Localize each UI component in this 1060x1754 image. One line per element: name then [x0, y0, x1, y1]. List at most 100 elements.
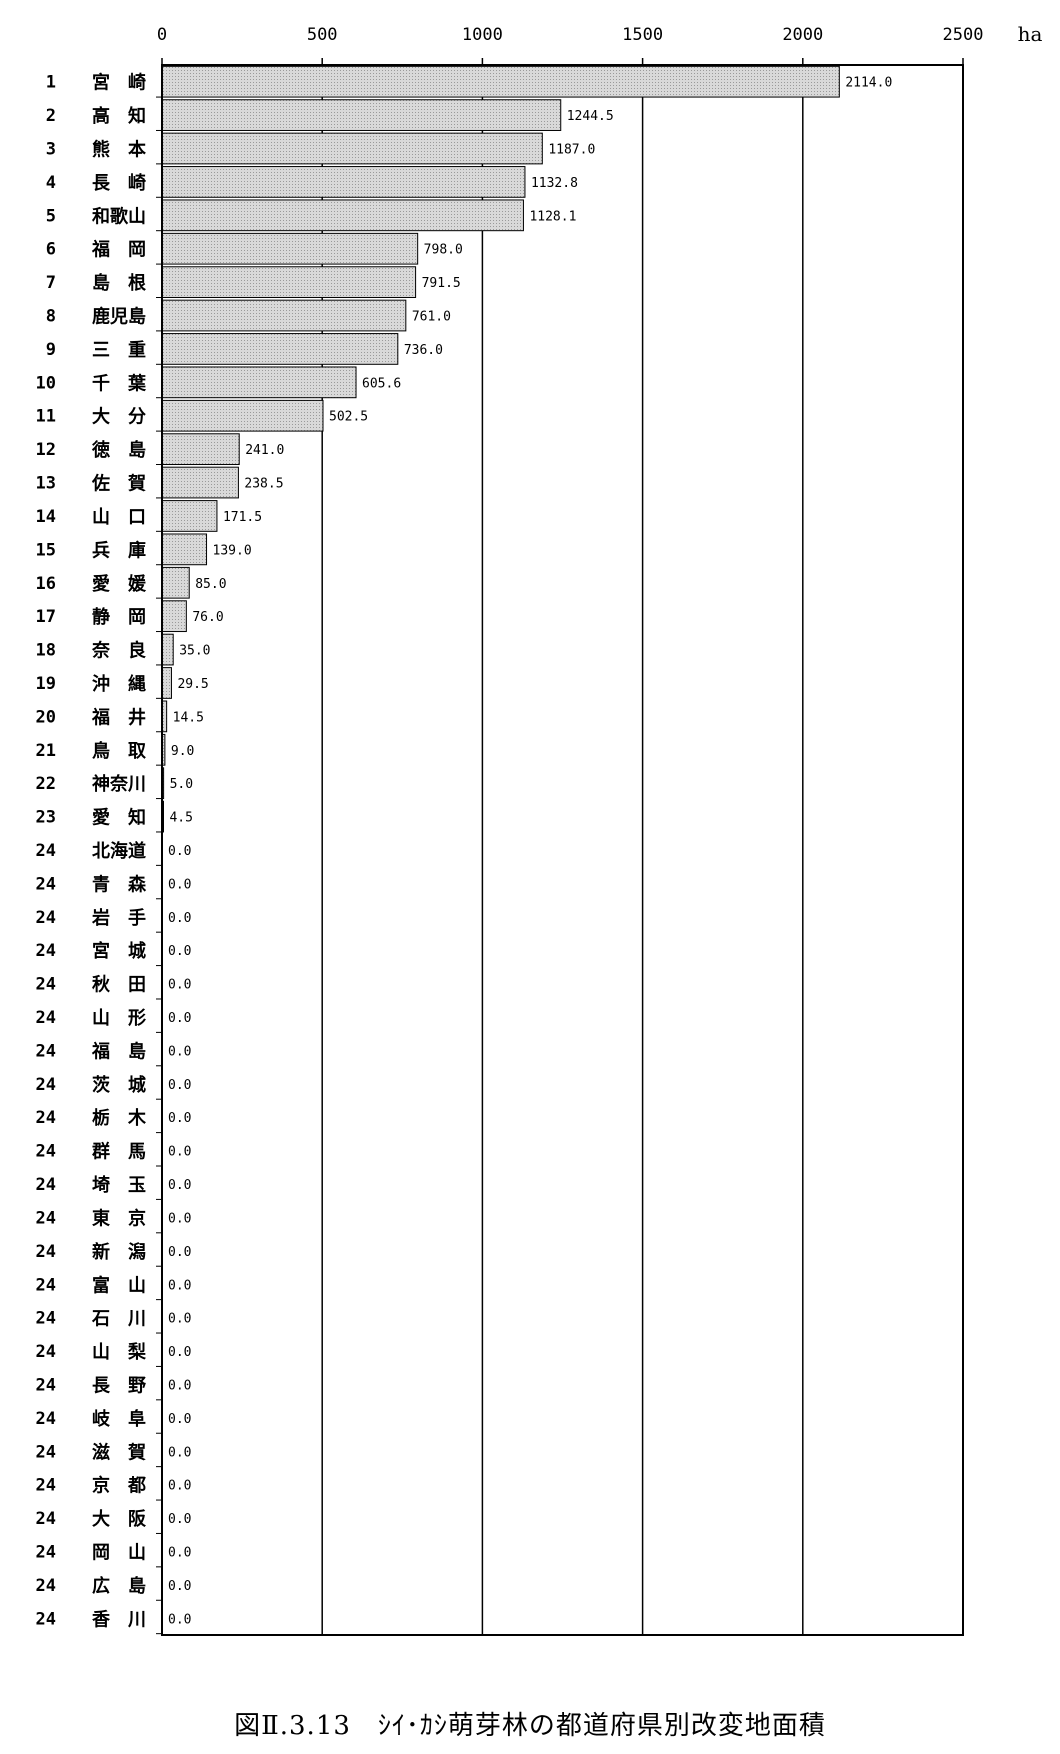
- rank-label: 24: [36, 1008, 56, 1028]
- rank-label: 19: [36, 674, 56, 694]
- category-label: 広 島: [92, 1575, 146, 1597]
- bar: [161, 500, 218, 532]
- value-label: 0.0: [168, 844, 191, 859]
- category-label: 大 分: [92, 406, 146, 428]
- rank-label: 1: [46, 73, 56, 93]
- rank-label: 24: [36, 1275, 56, 1295]
- rank-label: 23: [36, 808, 56, 828]
- category-label: 滋 賀: [92, 1441, 146, 1463]
- rank-label: 24: [36, 975, 56, 995]
- value-label: 238.5: [244, 477, 283, 492]
- value-label: 0.0: [168, 1178, 191, 1193]
- rank-label: 5: [46, 206, 56, 226]
- category-label: 岡 山: [92, 1542, 146, 1563]
- rank-label: 24: [36, 1041, 56, 1061]
- rank-label: 24: [36, 1375, 56, 1395]
- value-label: 35.0: [179, 644, 210, 659]
- rank-label: 24: [36, 1342, 56, 1362]
- unit-label: ha: [1018, 22, 1043, 46]
- rank-label: 24: [36, 1576, 56, 1596]
- category-label: 山 口: [92, 507, 146, 528]
- category-label: 愛 媛: [92, 573, 147, 595]
- bar: [161, 132, 543, 165]
- value-label: 2114.0: [845, 76, 892, 91]
- value-label: 0.0: [168, 1044, 191, 1059]
- category-label: 長 崎: [92, 172, 146, 194]
- rank-label: 24: [36, 1208, 56, 1228]
- rank-label: 24: [36, 841, 56, 861]
- category-label: 福 島: [91, 1040, 146, 1062]
- value-label: 0.0: [168, 877, 191, 892]
- value-label: 0.0: [168, 1312, 191, 1327]
- category-label: 愛 知: [92, 807, 146, 829]
- value-label: 1128.1: [529, 209, 576, 224]
- category-label: 福 岡: [91, 239, 146, 261]
- bar-chart: 0 500 1000 1500 2000 2500 ha 1 宮 崎 2 高 知 3 熊 本 4 長 崎…: [36, 22, 1043, 1636]
- category-label: 大 阪: [92, 1508, 147, 1530]
- rank-label: 4: [46, 173, 56, 193]
- value-label: 0.0: [168, 944, 191, 959]
- value-label: 0.0: [168, 1145, 191, 1160]
- category-label: 鹿児島: [92, 306, 146, 328]
- rank-label: 13: [36, 474, 56, 494]
- plot-frame: [161, 64, 964, 1636]
- bar: [161, 199, 524, 232]
- rank-label: 3: [46, 140, 56, 160]
- value-label: 0.0: [168, 1011, 191, 1026]
- rank-label: 11: [36, 407, 56, 427]
- bar: [161, 266, 417, 298]
- value-label: 1187.0: [548, 143, 595, 158]
- category-label: 和歌山: [92, 205, 146, 227]
- value-label: 0.0: [168, 1545, 191, 1560]
- value-label: 605.6: [362, 376, 401, 391]
- value-label: 0.0: [168, 1612, 191, 1627]
- x-tick-label: 2000: [782, 25, 823, 45]
- rank-label: 20: [36, 707, 56, 727]
- figure-caption: 図Ⅱ.3.13 ｼｲ･ｶｼ萌芽林の都道府県別改変地面積: [234, 1711, 826, 1741]
- rank-label: 24: [36, 1175, 56, 1195]
- value-label: 0.0: [168, 978, 191, 993]
- category-label: 神奈川: [92, 773, 146, 795]
- category-label: 東 京: [92, 1207, 146, 1229]
- value-label: 0.0: [168, 1111, 191, 1126]
- rank-label: 24: [36, 1609, 56, 1629]
- value-label: 76.0: [192, 610, 223, 625]
- rank-label: 24: [36, 1309, 56, 1329]
- bar: [161, 433, 240, 466]
- rank-label: 24: [36, 1075, 56, 1095]
- value-label: 0.0: [168, 1345, 191, 1360]
- category-label: 徳 島: [91, 439, 146, 461]
- value-label: 1132.8: [531, 176, 578, 191]
- value-label: 0.0: [168, 1479, 191, 1494]
- category-label: 青 森: [92, 873, 147, 895]
- gridlines: [321, 65, 804, 1635]
- value-label: 0.0: [168, 1378, 191, 1393]
- value-label: 798.0: [424, 243, 463, 258]
- category-label: 秋 田: [92, 974, 146, 996]
- value-label: 139.0: [213, 543, 252, 558]
- bar: [161, 299, 407, 332]
- bar: [161, 667, 172, 699]
- value-label: 171.5: [223, 510, 262, 525]
- bar: [161, 533, 208, 566]
- rank-label: 24: [36, 1242, 56, 1262]
- category-label: 栃 木: [92, 1107, 147, 1129]
- rank-label: 7: [46, 273, 56, 293]
- rank-label: 24: [36, 1108, 56, 1128]
- value-label: 9.0: [171, 744, 194, 759]
- category-labels: 1 宮 崎 2 高 知 3 熊 本 4 長 崎 5 和歌山 6 福 岡 7 島 根 8 鹿児島 9 三 重 10 千 …: [36, 72, 162, 1635]
- bar: [161, 633, 174, 666]
- category-label: 岩 手: [91, 907, 146, 929]
- value-label: 761.0: [412, 310, 451, 325]
- value-label: 0.0: [168, 1445, 191, 1460]
- category-label: 山 梨: [92, 1341, 146, 1363]
- category-label: 福 井: [91, 706, 146, 728]
- value-label: 502.5: [329, 410, 368, 425]
- rank-label: 24: [36, 1142, 56, 1162]
- value-label: 0.0: [168, 1412, 191, 1427]
- category-label: 兵 庫: [92, 539, 146, 561]
- rank-label: 8: [46, 307, 56, 327]
- x-tick-label: 2500: [943, 25, 984, 45]
- category-label: 埼 玉: [92, 1174, 146, 1196]
- bar: [161, 232, 419, 265]
